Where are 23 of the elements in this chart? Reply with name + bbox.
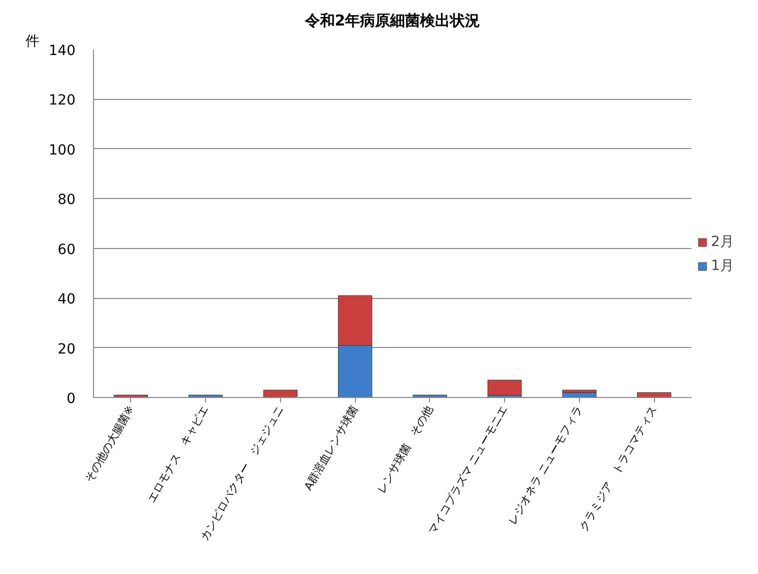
- legend-label: 1月: [711, 257, 734, 275]
- chart-title: 令和2年病原細菌検出状況: [304, 12, 480, 30]
- legend-label: 2月: [711, 233, 734, 251]
- bar: [263, 390, 298, 398]
- bar: [637, 392, 672, 398]
- y-tick-label: 120: [48, 92, 76, 109]
- y-tick-label: 20: [58, 341, 76, 358]
- y-tick-label: 40: [58, 292, 76, 308]
- y-tick-label: 100: [48, 142, 76, 158]
- y-tick-label: 60: [58, 242, 76, 258]
- x-tick-label: その他の大腸菌※: [82, 403, 137, 484]
- bar: [188, 394, 223, 398]
- bar: [114, 394, 148, 398]
- y-tick-label: 0: [66, 391, 76, 407]
- bar: [562, 390, 596, 393]
- y-tick-label: 140: [48, 43, 76, 59]
- x-tick-label: エロモナス キャビエ: [144, 403, 212, 506]
- x-tick-label: A群溶血レンサ球菌: [302, 403, 361, 492]
- y-axis-title: 件: [26, 34, 40, 50]
- bar: [488, 380, 522, 396]
- bar: [412, 394, 447, 398]
- x-tick-label: レンサ球菌 その他: [374, 403, 436, 496]
- y-tick-label: 80: [58, 192, 76, 208]
